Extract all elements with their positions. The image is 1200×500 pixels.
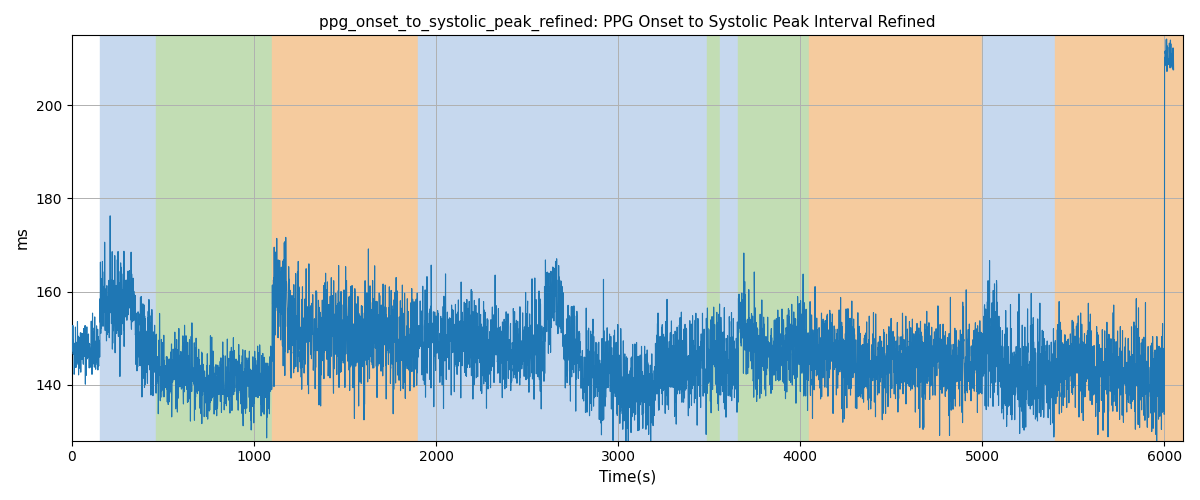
Bar <box>156 36 272 440</box>
Bar <box>707 36 720 440</box>
Bar <box>1055 36 1183 440</box>
Bar <box>983 36 1055 440</box>
Bar <box>100 36 156 440</box>
Bar <box>809 36 983 440</box>
X-axis label: Time(s): Time(s) <box>599 470 656 485</box>
Bar <box>418 36 707 440</box>
Title: ppg_onset_to_systolic_peak_refined: PPG Onset to Systolic Peak Interval Refined: ppg_onset_to_systolic_peak_refined: PPG … <box>319 15 936 31</box>
Bar <box>720 36 738 440</box>
Bar <box>72 36 100 440</box>
Bar <box>272 36 418 440</box>
Y-axis label: ms: ms <box>14 226 30 250</box>
Bar <box>738 36 809 440</box>
